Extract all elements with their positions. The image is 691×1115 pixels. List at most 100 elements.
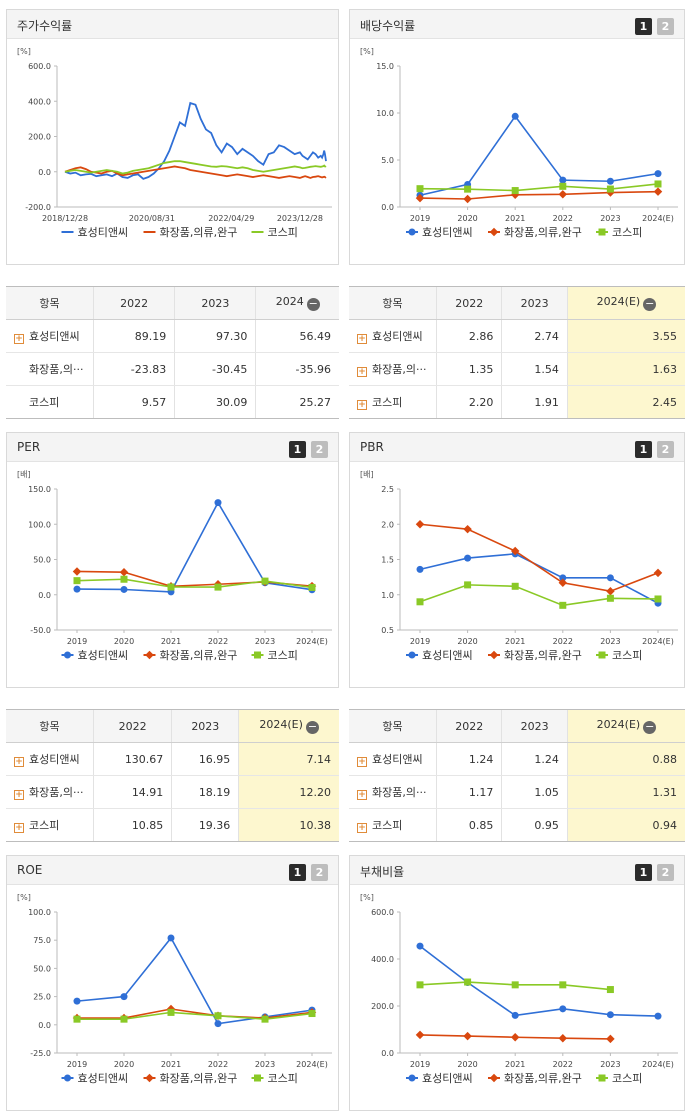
data-point[interactable] — [167, 583, 175, 591]
data-point[interactable] — [214, 1020, 222, 1028]
data-point[interactable] — [73, 577, 81, 585]
data-point[interactable] — [416, 598, 424, 606]
data-point[interactable] — [558, 578, 568, 588]
legend-label[interactable]: 코스피 — [612, 1072, 642, 1085]
expand-plus-icon[interactable]: + — [357, 790, 367, 800]
data-point[interactable] — [214, 1012, 222, 1020]
data-point[interactable] — [606, 1034, 615, 1044]
collapse-minus-icon[interactable]: − — [305, 720, 319, 734]
data-point[interactable] — [559, 574, 567, 582]
legend-label[interactable]: 화장품,의류,완구 — [160, 649, 238, 662]
data-point[interactable] — [120, 585, 128, 593]
collapse-minus-icon[interactable]: − — [643, 297, 657, 311]
data-point[interactable] — [214, 499, 222, 507]
data-point[interactable] — [120, 575, 128, 583]
data-point[interactable] — [464, 581, 472, 589]
legend-label[interactable]: 코스피 — [268, 226, 298, 239]
legend-label[interactable]: 화장품,의류,완구 — [504, 226, 582, 239]
expand-plus-icon[interactable]: + — [14, 790, 24, 800]
page-2-button[interactable]: 2 — [657, 864, 674, 881]
data-point[interactable] — [559, 182, 567, 190]
page-1-button[interactable]: 1 — [635, 18, 652, 35]
data-point[interactable] — [416, 942, 424, 950]
data-point[interactable] — [167, 934, 175, 942]
collapse-minus-icon[interactable]: − — [306, 297, 320, 311]
data-point[interactable] — [654, 595, 662, 603]
data-point[interactable] — [416, 565, 424, 573]
page-2-button[interactable]: 2 — [657, 18, 674, 35]
data-point[interactable] — [464, 978, 472, 986]
data-point[interactable] — [606, 986, 614, 994]
data-point[interactable] — [606, 574, 614, 582]
data-point[interactable] — [415, 193, 425, 203]
legend-label[interactable]: 효성티앤씨 — [78, 226, 129, 239]
page-2-button[interactable]: 2 — [311, 864, 328, 881]
legend-label[interactable]: 코스피 — [612, 649, 642, 662]
data-point[interactable] — [606, 177, 614, 185]
expand-plus-icon[interactable]: + — [14, 334, 24, 344]
data-point[interactable] — [73, 1015, 81, 1023]
expand-plus-icon[interactable]: + — [357, 823, 367, 833]
legend-label[interactable]: 효성티앤씨 — [422, 1072, 473, 1085]
data-point[interactable] — [416, 185, 424, 193]
legend-label[interactable]: 코스피 — [268, 1072, 298, 1085]
expand-plus-icon[interactable]: + — [357, 334, 367, 344]
data-point[interactable] — [72, 567, 82, 576]
data-point[interactable] — [261, 577, 269, 585]
data-point[interactable] — [261, 1015, 269, 1023]
data-point[interactable] — [654, 170, 662, 178]
data-point[interactable] — [416, 981, 424, 989]
data-point[interactable] — [558, 1033, 568, 1043]
legend-label[interactable]: 화장품,의류,완구 — [504, 649, 582, 662]
data-point[interactable] — [308, 1010, 316, 1018]
expand-plus-icon[interactable]: + — [357, 367, 367, 377]
legend-label[interactable]: 화장품,의류,완구 — [160, 1072, 238, 1085]
data-point[interactable] — [654, 180, 662, 188]
data-point[interactable] — [464, 185, 472, 193]
data-point[interactable] — [463, 194, 472, 204]
data-point[interactable] — [415, 1030, 425, 1040]
data-point[interactable] — [415, 520, 425, 529]
data-point[interactable] — [559, 176, 567, 184]
data-point[interactable] — [606, 185, 614, 193]
data-point[interactable] — [558, 190, 568, 199]
page-1-button[interactable]: 1 — [289, 441, 306, 458]
page-2-button[interactable]: 2 — [657, 441, 674, 458]
legend-label[interactable]: 효성티앤씨 — [422, 649, 473, 662]
data-point[interactable] — [463, 524, 472, 534]
data-point[interactable] — [120, 1015, 128, 1023]
data-point[interactable] — [511, 981, 519, 989]
legend-label[interactable]: 효성티앤씨 — [78, 1072, 129, 1085]
legend-label[interactable]: 효성티앤씨 — [78, 649, 129, 662]
data-point[interactable] — [559, 1005, 567, 1013]
page-1-button[interactable]: 1 — [289, 864, 306, 881]
data-point[interactable] — [73, 585, 81, 593]
data-point[interactable] — [653, 187, 663, 196]
data-point[interactable] — [464, 554, 472, 562]
data-point[interactable] — [167, 1008, 175, 1016]
data-point[interactable] — [511, 1011, 519, 1019]
data-point[interactable] — [463, 1031, 472, 1041]
expand-plus-icon[interactable]: + — [14, 757, 24, 767]
legend-label[interactable]: 코스피 — [268, 649, 298, 662]
page-1-button[interactable]: 1 — [635, 441, 652, 458]
data-point[interactable] — [510, 1033, 520, 1042]
data-point[interactable] — [653, 568, 663, 578]
page-1-button[interactable]: 1 — [635, 864, 652, 881]
data-point[interactable] — [654, 1012, 662, 1020]
legend-label[interactable]: 코스피 — [612, 226, 642, 239]
expand-plus-icon[interactable]: + — [357, 400, 367, 410]
data-point[interactable] — [606, 1011, 614, 1019]
data-point[interactable] — [606, 594, 614, 602]
data-point[interactable] — [511, 112, 519, 120]
data-point[interactable] — [120, 993, 128, 1001]
legend-label[interactable]: 화장품,의류,완구 — [160, 226, 238, 239]
data-point[interactable] — [511, 187, 519, 195]
collapse-minus-icon[interactable]: − — [643, 720, 657, 734]
legend-label[interactable]: 효성티앤씨 — [422, 226, 473, 239]
legend-label[interactable]: 화장품,의류,완구 — [504, 1072, 582, 1085]
data-point[interactable] — [214, 583, 222, 591]
data-point[interactable] — [73, 997, 81, 1005]
data-point[interactable] — [308, 583, 316, 591]
expand-plus-icon[interactable]: + — [357, 757, 367, 767]
